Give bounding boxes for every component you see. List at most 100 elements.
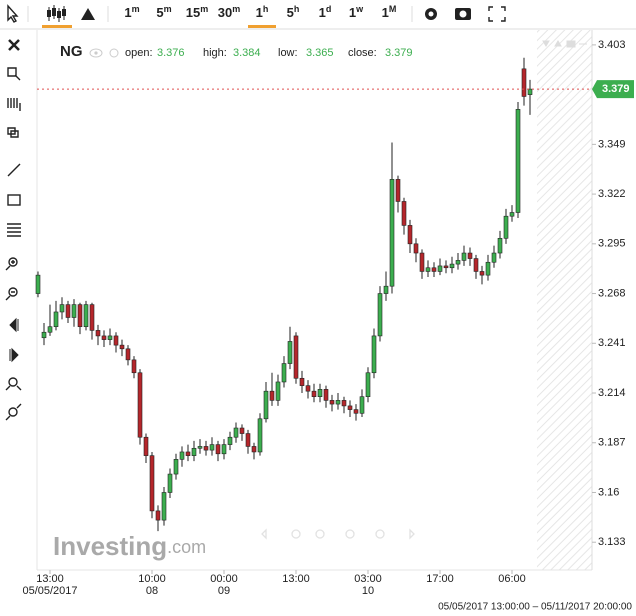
candle-body [161,492,167,521]
interval-button[interactable]: 5m [156,4,171,20]
fullscreen-button[interactable] [488,6,506,22]
interval-number: 15 [186,5,200,20]
candle-body [383,285,389,294]
last-price-tag [592,80,634,99]
watermark-brand: Investing [53,531,167,561]
interval-button[interactable]: 1m [124,4,139,20]
interval-button[interactable]: 5h [287,4,300,20]
candle-body [221,444,227,455]
candle-body [227,436,233,445]
candle-body [353,409,359,414]
candle-body [503,215,509,239]
candle-body [101,335,107,340]
scroll-left-tool[interactable] [9,317,19,333]
interval-button[interactable]: 1M [382,4,397,20]
active-interval-underline [248,25,276,28]
candle-body [203,446,209,451]
last-price-label: 3.379 [602,83,630,95]
top-toolbar [0,4,636,30]
remove-tool[interactable] [8,39,20,51]
trendline-tool[interactable] [7,163,21,177]
candle-body [209,444,215,451]
settings-button[interactable] [425,8,437,20]
candle-body [299,377,305,386]
reset-zoom-tool[interactable] [5,377,22,391]
interval-unit: h [294,4,300,14]
pointer-tool[interactable] [7,4,19,23]
interval-unit: m [200,4,208,14]
candle-body [515,109,521,213]
candle-body [347,405,353,410]
watermark: Investing.com [53,531,206,561]
symbol: NG [60,43,83,60]
candle-body [107,335,113,340]
interval-number: 1 [319,5,326,20]
candle-body [197,446,203,449]
interval-unit: w [355,4,364,14]
interval-button[interactable]: 1h [256,4,269,20]
candle-body [395,179,401,202]
candle-body [359,396,365,414]
interval-button[interactable]: 1w [349,4,364,20]
candle-body [89,304,95,331]
candles-tool[interactable] [42,5,72,28]
scroll-right-tool[interactable] [9,347,19,363]
interval-unit: d [326,4,332,14]
candle-body [281,363,287,383]
snapshot-button[interactable] [455,8,471,20]
fit-tool[interactable] [5,403,22,421]
interval-unit: m [132,4,140,14]
select-tool[interactable] [7,67,21,81]
candle-body [287,341,293,364]
candle-body [59,304,65,313]
candle-body [215,444,221,455]
candle-body [473,258,479,272]
candle-body [137,372,143,438]
measure-tool[interactable] [7,98,21,111]
y-tick-label: 3.241 [598,337,626,349]
candle-body [431,267,437,272]
y-tick-label: 3.187 [598,437,626,449]
candle-body [257,418,263,453]
candle-body [131,359,137,374]
candle-body [269,390,275,401]
ohlc-value: 3.384 [233,47,261,59]
zoom-controls [261,528,415,540]
candle-body [389,179,395,287]
candle-body [371,335,377,374]
candle-body [407,225,413,245]
area-tool[interactable] [81,8,95,20]
candle-body [509,212,515,217]
rectangle-tool[interactable] [7,194,21,206]
candle-body [125,348,131,361]
x-tick-label: 13:00 [282,573,310,585]
candle-body [83,304,89,328]
interval-button[interactable]: 15m [186,4,208,20]
interval-number: 5 [156,5,163,20]
zoom-in-tool[interactable] [5,257,18,271]
ohlc-label: high: [203,47,227,59]
interval-unit: m [164,4,172,14]
interval-number: 1 [256,5,263,20]
ohlc-label: open: [125,47,153,59]
interval-unit: h [263,4,269,14]
fib-tool[interactable] [7,223,21,237]
interval-button[interactable]: 1d [319,4,332,20]
interval-number: 5 [287,5,294,20]
x-tick-label: 00:00 [210,573,238,585]
x-tick-label: 17:00 [426,573,454,585]
y-tick-label: 3.214 [598,387,626,399]
y-tick-label: 3.349 [598,138,626,150]
candle-body [527,88,533,95]
candle-body [47,326,53,333]
candle-body [95,330,101,337]
candle-body [119,344,125,350]
clone-tool[interactable] [7,127,19,138]
x-tick-label: 10:00 [138,573,166,585]
candle-body [65,304,71,318]
interval-button[interactable]: 30m [218,4,240,20]
x-date-label: 10 [362,585,374,597]
candle-body [323,389,329,401]
zoom-out-tool[interactable] [5,287,18,301]
candle-body [455,260,461,265]
